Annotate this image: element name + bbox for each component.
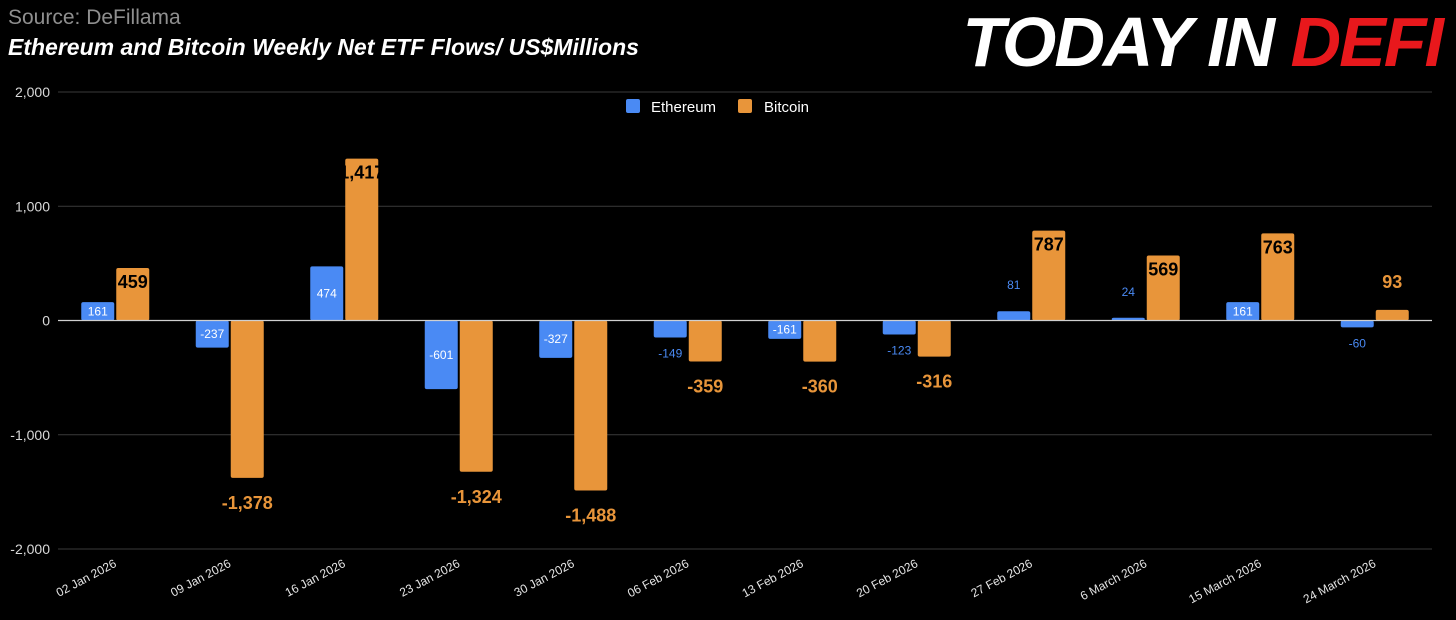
bar-ethereum (1340, 320, 1374, 328)
bar-ethereum (81, 302, 115, 321)
legend-swatch-bitcoin (738, 99, 752, 113)
data-label-bitcoin: 569 (1148, 259, 1178, 279)
data-label-bitcoin: -1,488 (565, 506, 616, 526)
y-tick-label: 1,000 (15, 198, 50, 214)
bar-bitcoin (345, 158, 379, 321)
bar-bitcoin (1261, 233, 1295, 321)
data-label-ethereum: 161 (1233, 304, 1253, 318)
x-tick-label: 15 March 2026 (1186, 556, 1264, 606)
bar-bitcoin (574, 320, 608, 491)
data-label-ethereum: -161 (773, 323, 797, 337)
bar-ethereum (424, 320, 458, 390)
data-label-bitcoin: 763 (1263, 237, 1293, 257)
bar-bitcoin (1146, 255, 1180, 321)
data-label-ethereum: -327 (544, 332, 568, 346)
data-label-ethereum: 81 (1007, 278, 1021, 292)
legend-label-bitcoin: Bitcoin (764, 99, 809, 116)
bar-bitcoin (459, 320, 493, 472)
y-tick-label: -1,000 (10, 427, 50, 443)
data-label-bitcoin: 787 (1034, 235, 1064, 255)
x-tick-label: 27 Feb 2026 (969, 556, 1035, 600)
data-label-ethereum: 161 (88, 304, 108, 318)
chart-title: Ethereum and Bitcoin Weekly Net ETF Flow… (8, 34, 639, 60)
bar-bitcoin (688, 320, 722, 362)
bar-ethereum (653, 320, 687, 338)
data-label-bitcoin: -316 (916, 372, 952, 392)
brand-logo-white: TODAY IN (962, 3, 1291, 81)
gridlines (58, 91, 1432, 550)
x-tick-label: 20 Feb 2026 (854, 556, 920, 600)
x-axis: 02 Jan 2026 09 Jan 2026 16 Jan 2026 23 Jan … (54, 556, 1379, 606)
data-labels: 161 459 -237 -1,378 474 1,417 -601 -1,324 -327 -1… (88, 163, 1403, 526)
brand-logo: TODAY IN DEFI (962, 2, 1444, 82)
brand-logo-red: DEFI (1290, 3, 1444, 81)
data-label-bitcoin: 93 (1382, 272, 1402, 292)
bars (81, 158, 1409, 491)
bar-ethereum (310, 266, 344, 321)
y-tick-label: 0 (42, 313, 50, 329)
bar-ethereum (195, 320, 229, 348)
y-axis: 2,000 1,000 0 -1,000 -2,000 (10, 84, 50, 557)
data-label-ethereum: 474 (317, 286, 337, 300)
data-label-ethereum: -149 (658, 347, 682, 361)
data-label-bitcoin: -1,324 (451, 487, 502, 507)
data-label-bitcoin: 1,417 (339, 163, 384, 183)
bar-bitcoin (1375, 309, 1409, 321)
bar-ethereum (997, 311, 1031, 321)
data-label-ethereum: 24 (1122, 285, 1136, 299)
legend: Ethereum Bitcoin (626, 99, 809, 116)
data-label-bitcoin: -1,378 (222, 493, 273, 513)
x-tick-label: 16 Jan 2026 (283, 556, 348, 600)
bar-bitcoin (116, 268, 150, 321)
x-tick-label: 6 March 2026 (1078, 556, 1150, 603)
data-label-bitcoin: -359 (687, 377, 723, 397)
bar-bitcoin (917, 320, 951, 357)
legend-label-ethereum: Ethereum (651, 99, 716, 116)
bar-ethereum (882, 320, 916, 335)
bar-ethereum (1111, 317, 1145, 321)
data-label-bitcoin: 459 (118, 272, 148, 292)
bar-ethereum (539, 320, 573, 358)
x-tick-label: 09 Jan 2026 (168, 556, 233, 600)
x-tick-label: 30 Jan 2026 (512, 556, 577, 600)
source-label: Source: DeFillama (8, 6, 181, 29)
data-label-ethereum: -60 (1349, 336, 1367, 350)
x-tick-label: 24 March 2026 (1301, 556, 1379, 606)
bar-ethereum (768, 320, 802, 339)
x-tick-label: 02 Jan 2026 (54, 556, 119, 600)
data-label-bitcoin: -360 (802, 377, 838, 397)
legend-swatch-ethereum (626, 99, 640, 113)
x-tick-label: 06 Feb 2026 (625, 556, 691, 600)
x-tick-label: 13 Feb 2026 (740, 556, 806, 600)
bar-bitcoin (803, 320, 837, 362)
data-label-ethereum: -237 (200, 327, 224, 341)
bar-ethereum (1226, 302, 1260, 321)
y-tick-label: -2,000 (10, 541, 50, 557)
bar-bitcoin (230, 320, 264, 478)
x-tick-label: 23 Jan 2026 (397, 556, 462, 600)
bar-bitcoin (1032, 230, 1066, 321)
data-label-ethereum: -601 (429, 348, 453, 362)
data-label-ethereum: -123 (887, 344, 911, 358)
y-tick-label: 2,000 (15, 84, 50, 100)
